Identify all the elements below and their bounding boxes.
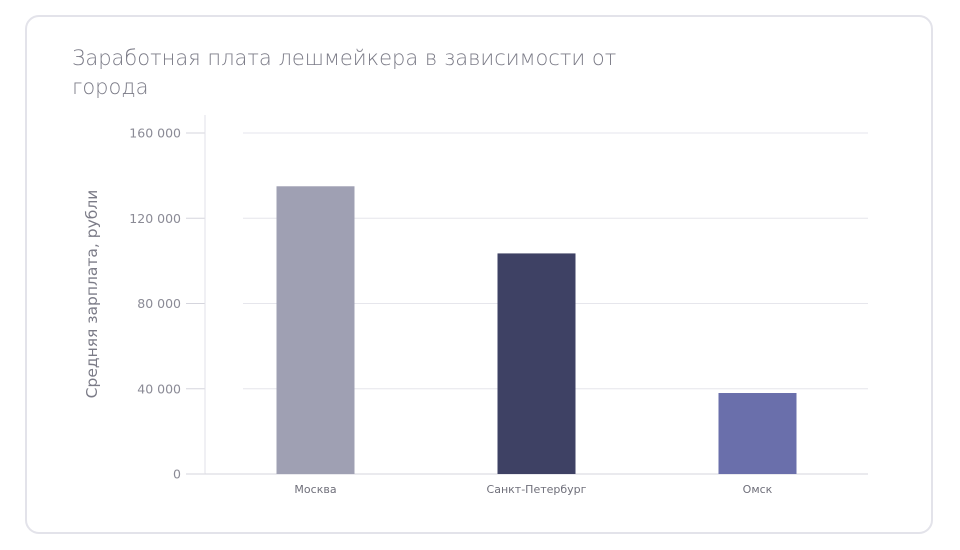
bar <box>497 253 576 474</box>
y-tick-label: 160 000 <box>129 126 181 141</box>
y-axis-ticks: 0 40 000 80 000 120 000 160 000 <box>129 126 205 482</box>
y-axis-title: Средняя зарплата, рубли <box>83 190 101 399</box>
y-tick-label: 120 000 <box>129 211 181 226</box>
x-axis-categories: Москва Санкт-Петербург Омск <box>294 483 772 496</box>
x-category-label: Санкт-Петербург <box>487 483 587 496</box>
bars <box>276 186 797 474</box>
bar <box>276 186 355 474</box>
bar <box>718 393 797 474</box>
x-category-label: Москва <box>294 483 336 496</box>
y-tick-label: 40 000 <box>137 381 181 396</box>
y-tick-label: 80 000 <box>137 296 181 311</box>
x-category-label: Омск <box>743 483 773 496</box>
chart-title: Заработная плата лешмейкера в зависимост… <box>72 46 617 99</box>
y-tick-label: 0 <box>173 467 181 482</box>
